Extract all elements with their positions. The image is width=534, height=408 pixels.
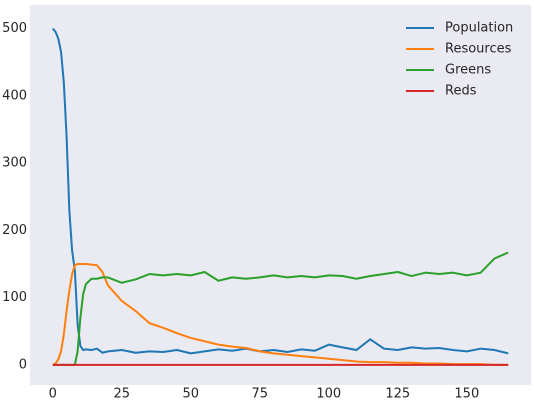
plot-area bbox=[30, 5, 531, 385]
x-tick-label: 0 bbox=[49, 387, 57, 402]
legend-label: Reds bbox=[445, 84, 477, 99]
legend-label: Resources bbox=[445, 42, 512, 57]
x-tick-label: 150 bbox=[454, 387, 479, 402]
x-tick-label: 25 bbox=[114, 387, 131, 402]
y-tick-label: 300 bbox=[2, 156, 27, 171]
x-tick-label: 75 bbox=[252, 387, 269, 402]
x-tick-label: 100 bbox=[316, 387, 341, 402]
legend-label: Greens bbox=[445, 63, 491, 78]
y-tick-label: 400 bbox=[2, 88, 27, 103]
y-tick-label: 200 bbox=[2, 223, 27, 238]
legend-label: Population bbox=[445, 21, 513, 36]
series-line bbox=[52, 262, 509, 366]
x-tick-label: 50 bbox=[183, 387, 200, 402]
series-line bbox=[51, 27, 509, 355]
x-tick-label: 125 bbox=[385, 387, 410, 402]
y-tick-label: 0 bbox=[19, 357, 27, 372]
y-tick-label: 100 bbox=[2, 290, 27, 305]
y-tick-label: 500 bbox=[2, 21, 27, 36]
